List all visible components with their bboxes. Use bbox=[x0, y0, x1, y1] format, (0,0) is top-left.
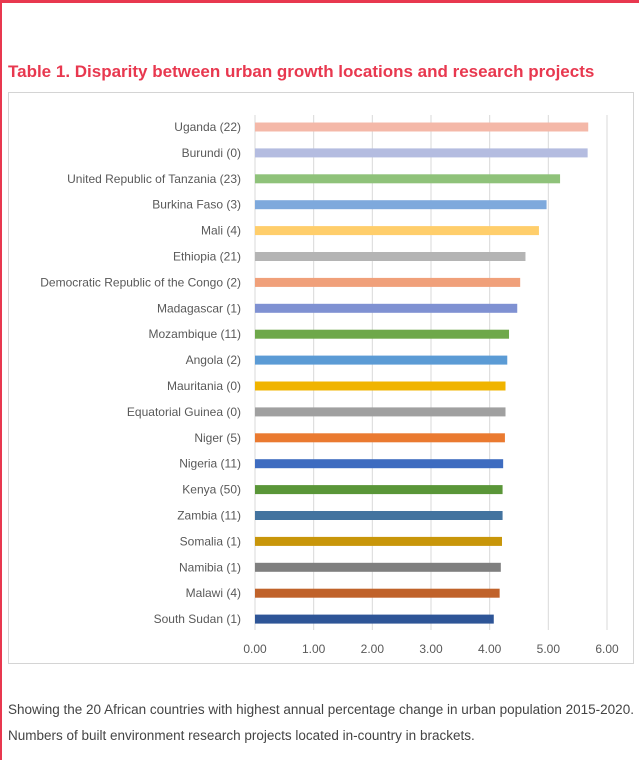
x-tick-label: 2.00 bbox=[361, 642, 385, 656]
bar bbox=[255, 536, 502, 546]
bar bbox=[255, 407, 506, 417]
chart-area: Uganda (22) Burundi (0) United Republic of… bbox=[8, 92, 634, 664]
category-label: United Republic of Tanzania (23) bbox=[67, 172, 241, 186]
category-label: Niger (5) bbox=[194, 431, 241, 445]
category-label: Equatorial Guinea (0) bbox=[127, 405, 241, 419]
category-label: Somalia (1) bbox=[180, 534, 241, 548]
bar-chart: Uganda (22) Burundi (0) United Republic of… bbox=[40, 115, 619, 656]
bar bbox=[255, 381, 506, 391]
category-label: Uganda (22) bbox=[174, 120, 241, 134]
category-label: Ethiopia (21) bbox=[173, 250, 241, 264]
bar bbox=[255, 562, 501, 572]
x-tick-label: 4.00 bbox=[478, 642, 502, 656]
bar bbox=[255, 588, 500, 598]
bar bbox=[255, 200, 547, 210]
bars bbox=[255, 122, 589, 624]
x-tick-label: 3.00 bbox=[419, 642, 443, 656]
x-tick-label: 1.00 bbox=[302, 642, 326, 656]
category-label: Mauritania (0) bbox=[167, 379, 241, 393]
category-label: Burundi (0) bbox=[182, 146, 241, 160]
x-tick-label: 0.00 bbox=[243, 642, 267, 656]
category-label: Burkina Faso (3) bbox=[152, 198, 241, 212]
x-axis-ticks: 0.00 1.00 2.00 3.00 4.00 5.00 6.00 bbox=[243, 642, 619, 656]
bar bbox=[255, 226, 539, 236]
category-label: Malawi (4) bbox=[186, 586, 241, 600]
x-tick-label: 6.00 bbox=[595, 642, 619, 656]
bar bbox=[255, 485, 503, 495]
bar bbox=[255, 511, 503, 520]
bar bbox=[255, 174, 561, 184]
x-tick-label: 5.00 bbox=[537, 642, 561, 656]
gridlines bbox=[254, 115, 608, 630]
category-label: Mozambique (11) bbox=[149, 327, 241, 341]
category-label: Namibia (1) bbox=[179, 560, 241, 574]
category-labels: Uganda (22) Burundi (0) United Republic of… bbox=[40, 120, 241, 626]
category-label: Nigeria (11) bbox=[179, 457, 241, 471]
category-label: South Sudan (1) bbox=[154, 612, 241, 626]
figure-title: Table 1. Disparity between urban growth … bbox=[8, 62, 595, 81]
category-label: Madagascar (1) bbox=[157, 301, 241, 315]
bar bbox=[255, 614, 494, 624]
figure-caption: Showing the 20 African countries with hi… bbox=[8, 702, 634, 743]
category-label: Angola (2) bbox=[186, 353, 241, 367]
category-label: Zambia (11) bbox=[177, 509, 241, 523]
category-label: Democratic Republic of the Congo (2) bbox=[40, 275, 241, 289]
bar bbox=[255, 122, 589, 132]
bar bbox=[255, 355, 508, 365]
category-label: Mali (4) bbox=[201, 224, 241, 238]
bar bbox=[255, 459, 504, 469]
category-label: Kenya (50) bbox=[182, 483, 241, 497]
bar bbox=[255, 433, 505, 443]
bar bbox=[255, 277, 521, 287]
bar bbox=[255, 303, 518, 313]
bar bbox=[255, 252, 526, 261]
bar bbox=[255, 329, 510, 339]
bar bbox=[255, 148, 588, 158]
